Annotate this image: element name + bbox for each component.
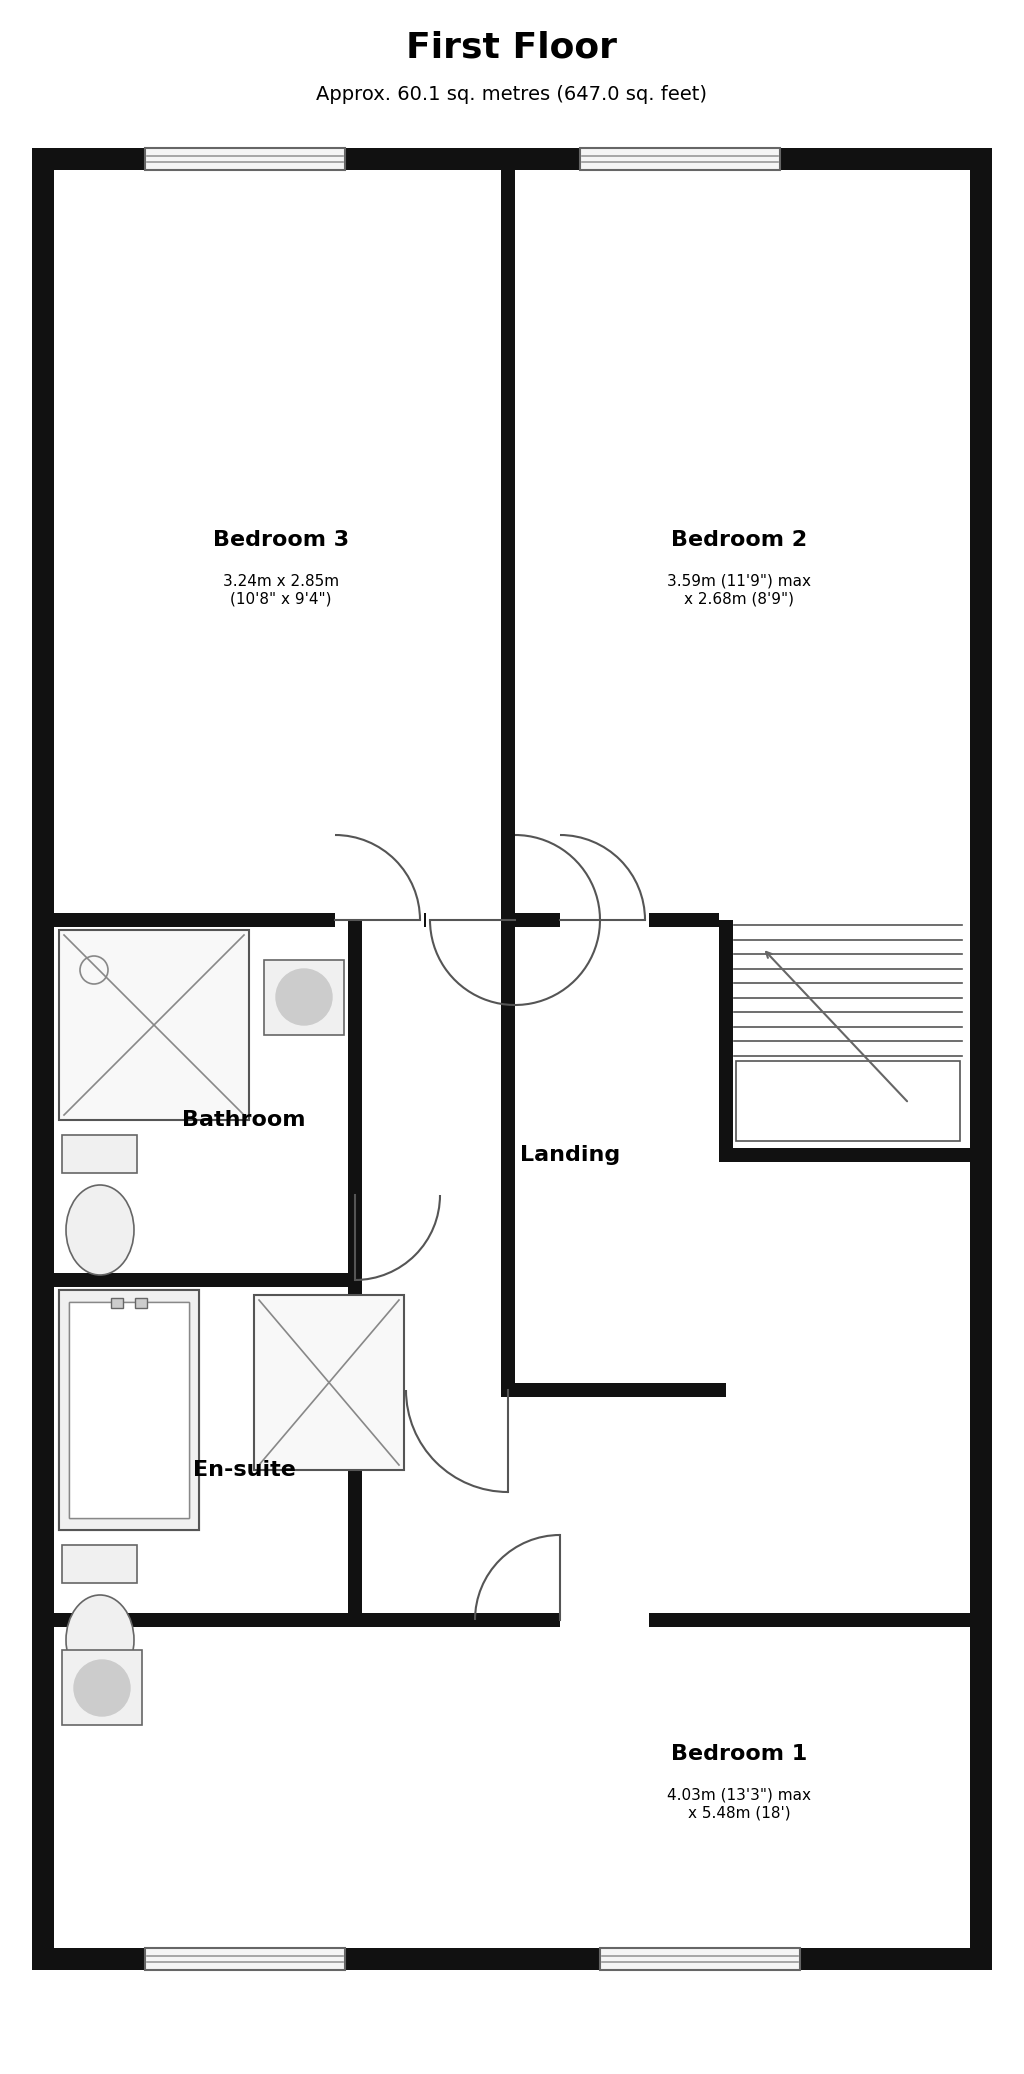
Bar: [501, 170, 515, 921]
Bar: [111, 1298, 123, 1309]
Bar: [970, 147, 992, 1970]
Bar: [62, 1134, 137, 1174]
Bar: [600, 1947, 800, 1970]
Bar: [69, 1302, 189, 1518]
Text: Landing: Landing: [520, 1145, 621, 1166]
Bar: [59, 929, 249, 1120]
Bar: [32, 147, 992, 170]
Bar: [32, 147, 54, 1970]
Bar: [145, 1947, 345, 1970]
Bar: [501, 1280, 515, 1390]
Text: En-suite: En-suite: [193, 1460, 296, 1481]
Bar: [62, 1651, 142, 1726]
Bar: [649, 1614, 970, 1626]
Bar: [59, 1290, 199, 1531]
Bar: [348, 921, 362, 1620]
Bar: [600, 1947, 800, 1970]
Text: 3.59m (11'9") max
x 2.68m (8'9"): 3.59m (11'9") max x 2.68m (8'9"): [667, 574, 811, 606]
Bar: [54, 1614, 355, 1626]
Bar: [580, 147, 780, 170]
Bar: [501, 913, 519, 927]
Bar: [145, 147, 345, 170]
Text: Bedroom 3: Bedroom 3: [213, 531, 349, 550]
Bar: [736, 1062, 961, 1141]
Bar: [54, 1273, 355, 1288]
Bar: [62, 1545, 137, 1582]
Bar: [719, 1149, 970, 1161]
Bar: [515, 913, 560, 927]
Bar: [501, 1383, 726, 1398]
Bar: [719, 921, 733, 1155]
Text: Bedroom 1: Bedroom 1: [671, 1744, 807, 1765]
Bar: [264, 960, 344, 1035]
Bar: [355, 1614, 560, 1626]
Bar: [424, 913, 426, 927]
Text: 4.03m (13'3") max
x 5.48m (18'): 4.03m (13'3") max x 5.48m (18'): [667, 1788, 811, 1821]
Bar: [32, 1947, 992, 1970]
Text: 3.24m x 2.85m
(10'8" x 9'4"): 3.24m x 2.85m (10'8" x 9'4"): [223, 574, 339, 606]
Bar: [580, 147, 780, 170]
Bar: [649, 913, 719, 927]
Text: Bathroom: Bathroom: [182, 1110, 306, 1130]
Ellipse shape: [66, 1595, 134, 1684]
Bar: [145, 1947, 345, 1970]
Text: First Floor: First Floor: [407, 31, 617, 64]
Text: Bedroom 2: Bedroom 2: [671, 531, 807, 550]
Circle shape: [276, 969, 332, 1025]
Ellipse shape: [66, 1184, 134, 1276]
Bar: [135, 1298, 147, 1309]
Text: Approx. 60.1 sq. metres (647.0 sq. feet): Approx. 60.1 sq. metres (647.0 sq. feet): [316, 85, 708, 104]
Bar: [501, 921, 515, 1280]
Bar: [59, 1290, 199, 1531]
Bar: [145, 147, 345, 170]
Bar: [254, 1294, 404, 1470]
Bar: [69, 1302, 189, 1518]
Bar: [54, 913, 335, 927]
Circle shape: [74, 1659, 130, 1715]
